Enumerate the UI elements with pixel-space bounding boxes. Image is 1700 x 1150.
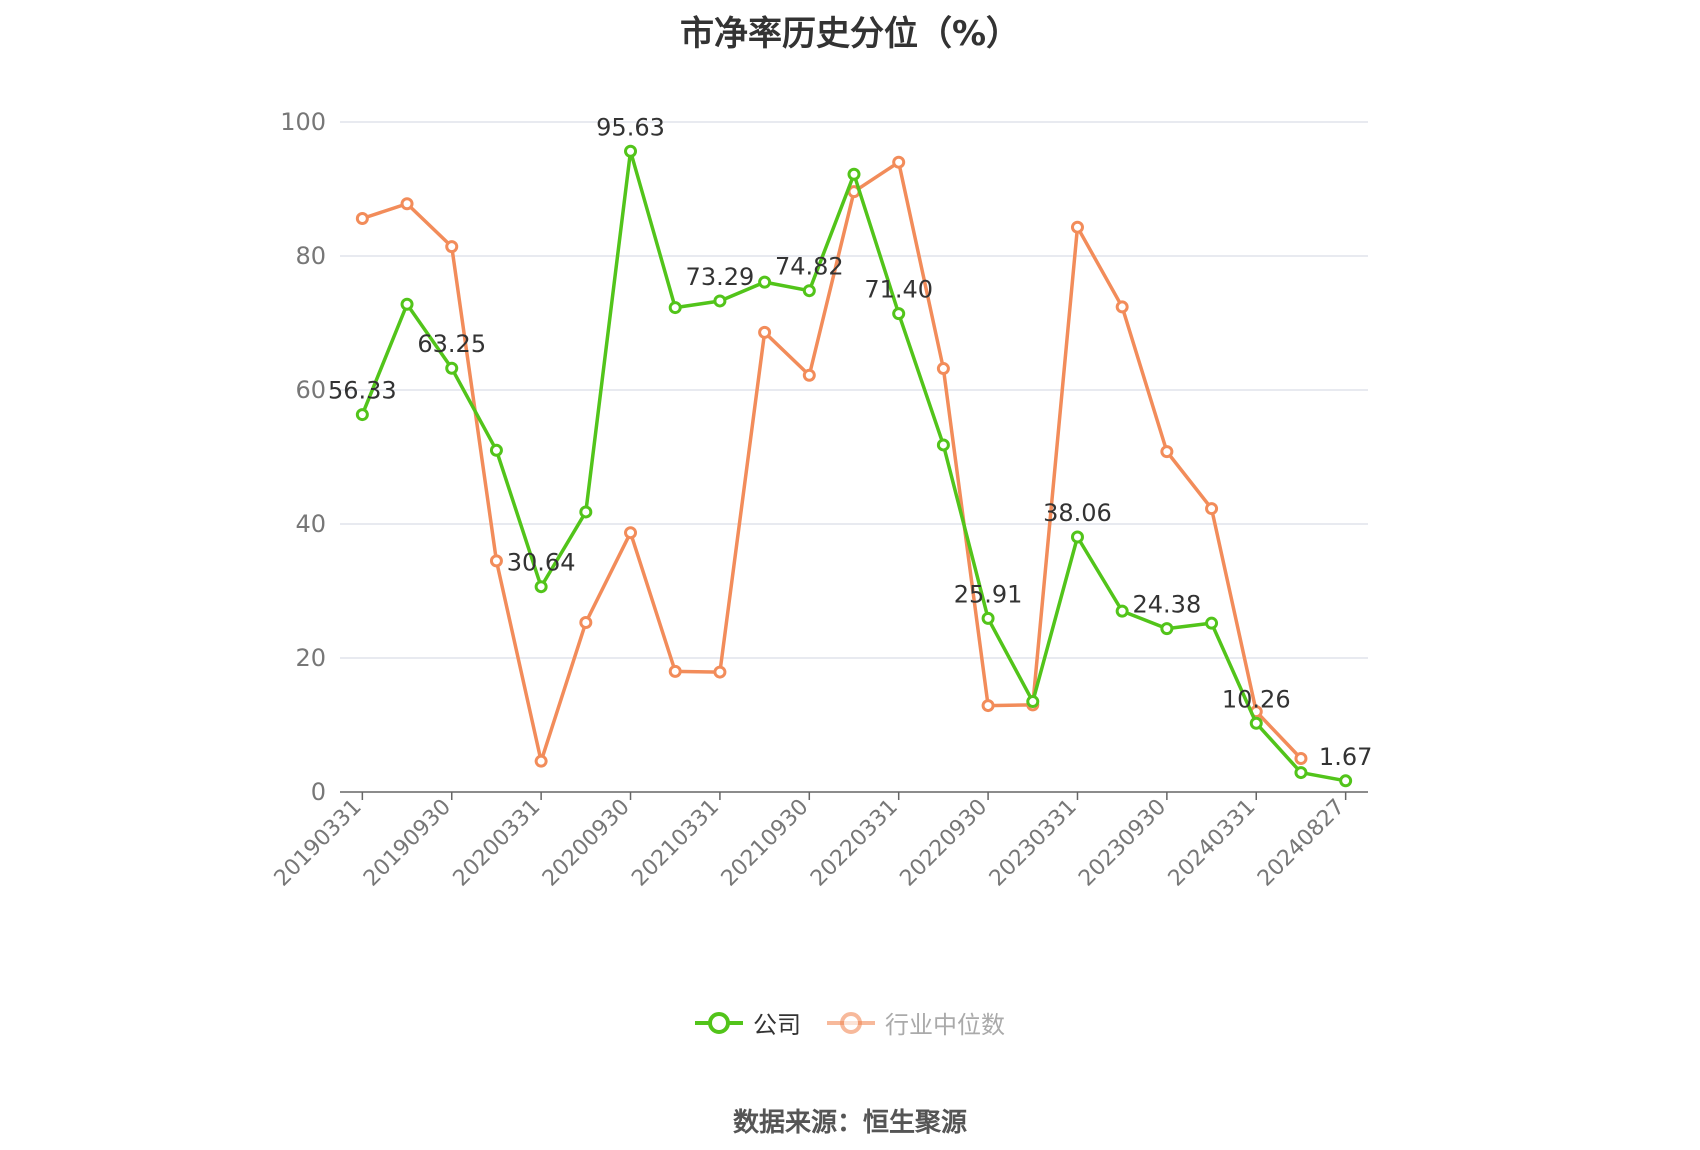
x-tick-label-20190930: 20190930 bbox=[359, 795, 456, 892]
x-tick-label-20220331: 20220331 bbox=[806, 795, 903, 892]
data-point-industry-20190930 bbox=[445, 240, 459, 254]
data-label-company-20190930: 63.25 bbox=[417, 330, 486, 358]
data-point-company-20210630 bbox=[758, 275, 772, 289]
data-point-industry-20220630 bbox=[936, 362, 950, 376]
x-tick-label-20240331: 20240331 bbox=[1164, 795, 1261, 892]
data-point-company-20190331 bbox=[355, 408, 369, 422]
data-point-company-20201231 bbox=[668, 301, 682, 315]
data-label-company-20230930: 24.38 bbox=[1133, 591, 1202, 619]
x-tick-label-20200930: 20200930 bbox=[538, 795, 635, 892]
y-tick-label-100: 100 bbox=[280, 108, 326, 136]
data-point-company-20211231 bbox=[847, 167, 861, 181]
data-point-company-20200930 bbox=[624, 144, 638, 158]
data-point-industry-20210630 bbox=[758, 325, 772, 339]
data-point-company-20200331 bbox=[534, 580, 548, 594]
data-point-company-20220930 bbox=[981, 611, 995, 625]
series-line-company bbox=[360, 149, 1346, 783]
series-layer bbox=[355, 144, 1353, 788]
legend-item-industry[interactable]: 行业中位数 bbox=[827, 1005, 1005, 1040]
data-label-company-20200930: 95.63 bbox=[596, 113, 665, 141]
legend-label-industry: 行业中位数 bbox=[885, 1011, 1005, 1039]
data-point-company-20230930 bbox=[1160, 622, 1174, 636]
data-label-company-20220930: 25.91 bbox=[954, 580, 1023, 608]
data-point-industry-20230331 bbox=[1070, 220, 1084, 234]
x-tick-label-20200331: 20200331 bbox=[449, 795, 546, 892]
grid-layer bbox=[340, 121, 1368, 659]
data-label-company-20240827: 1.67 bbox=[1319, 743, 1372, 771]
data-point-industry-20230930 bbox=[1160, 445, 1174, 459]
data-point-company-20231231 bbox=[1205, 616, 1219, 630]
x-tick-label-20230930: 20230930 bbox=[1074, 795, 1171, 892]
data-point-industry-20210331 bbox=[713, 665, 727, 679]
data-point-industry-20200930 bbox=[624, 526, 638, 540]
data-point-industry-20220331 bbox=[892, 155, 906, 169]
series-line-industry bbox=[361, 160, 1303, 763]
data-point-industry-20220930 bbox=[981, 699, 995, 713]
data-point-industry-20200630 bbox=[579, 615, 593, 629]
label-layer: 56.33 63.25 30.64 95.63 73.29 74.82 71.40 25.91… bbox=[328, 113, 1372, 771]
data-point-company-20220630 bbox=[936, 438, 950, 452]
data-point-industry-20201231 bbox=[668, 664, 682, 678]
data-point-company-20200630 bbox=[579, 505, 593, 519]
source-note: 数据来源：恒生聚源 bbox=[732, 1108, 967, 1138]
data-point-company-20221231 bbox=[1026, 695, 1040, 709]
y-tick-label-80: 80 bbox=[295, 242, 326, 270]
data-point-company-20190930 bbox=[445, 361, 459, 375]
data-point-industry-20190630 bbox=[400, 197, 414, 211]
data-label-company-20210331: 73.29 bbox=[686, 263, 755, 291]
legend-swatch-company bbox=[695, 1011, 743, 1034]
data-label-company-20220331: 71.40 bbox=[864, 276, 933, 304]
data-point-company-20210930 bbox=[802, 284, 816, 298]
y-tick-label-20: 20 bbox=[295, 644, 326, 672]
x-tick-label-20210331: 20210331 bbox=[627, 795, 724, 892]
y-tick-label-40: 40 bbox=[295, 510, 326, 538]
data-label-company-20210930: 74.82 bbox=[775, 253, 844, 281]
y-tick-label-0: 0 bbox=[311, 778, 326, 806]
data-label-company-20200331: 30.64 bbox=[507, 549, 576, 577]
data-point-company-20220331 bbox=[892, 307, 906, 321]
data-point-company-20191231 bbox=[489, 443, 503, 457]
data-label-company-20190331: 56.33 bbox=[328, 377, 397, 405]
data-point-company-20210331 bbox=[713, 294, 727, 308]
data-point-company-20230331 bbox=[1070, 530, 1084, 544]
data-point-industry-20240630 bbox=[1294, 752, 1308, 765]
data-point-company-20190630 bbox=[400, 297, 414, 311]
x-tick-label-20190331: 20190331 bbox=[270, 795, 367, 892]
x-tick-label-20220930: 20220930 bbox=[895, 795, 992, 892]
data-point-industry-20191231 bbox=[489, 554, 503, 568]
legend-label-company: 公司 bbox=[753, 1011, 801, 1039]
legend-item-company[interactable]: 公司 bbox=[695, 1005, 801, 1040]
data-point-company-20240827 bbox=[1339, 774, 1353, 788]
data-label-company-20240331: 10.26 bbox=[1222, 685, 1291, 713]
x-tick-label-20240827: 20240827 bbox=[1253, 795, 1350, 892]
data-point-industry-20231231 bbox=[1205, 502, 1219, 516]
data-point-industry-20200331 bbox=[534, 754, 548, 768]
legend: 公司 行业中位数 bbox=[0, 1005, 1700, 1040]
data-point-company-20230630 bbox=[1115, 604, 1129, 618]
data-point-industry-20230630 bbox=[1115, 300, 1129, 314]
data-point-company-20240630 bbox=[1294, 766, 1308, 780]
x-tick-label-20210930: 20210930 bbox=[717, 795, 814, 892]
data-point-company-20240331 bbox=[1249, 716, 1263, 730]
chart-title: 市净率历史分位（%） bbox=[679, 14, 1021, 54]
data-point-industry-20190331 bbox=[355, 211, 369, 225]
data-point-industry-20210930 bbox=[802, 368, 816, 382]
x-tick-label-20230331: 20230331 bbox=[985, 795, 1082, 892]
y-tick-label-60: 60 bbox=[295, 376, 326, 404]
data-label-company-20230331: 38.06 bbox=[1043, 499, 1112, 527]
legend-swatch-industry bbox=[827, 1011, 875, 1034]
